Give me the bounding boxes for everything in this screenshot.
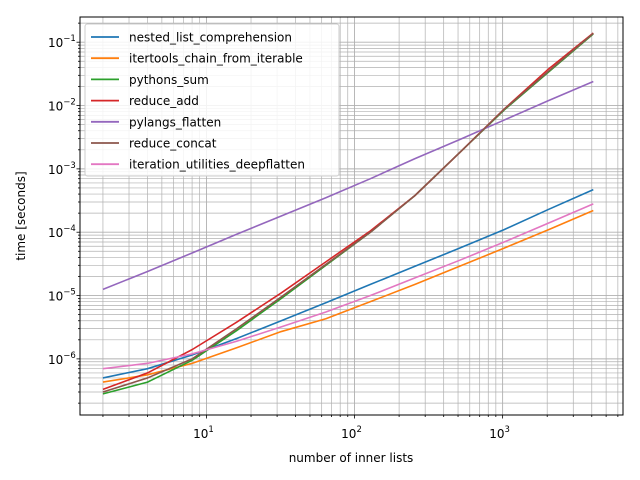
legend-label-reduce_add: reduce_add bbox=[129, 94, 199, 108]
legend-label-pythons_sum: pythons_sum bbox=[129, 73, 209, 87]
series-line-itertools_chain_from_iterable bbox=[102, 209, 594, 383]
legend-label-iteration_utilities_deepflatten: iteration_utilities_deepflatten bbox=[129, 158, 305, 172]
legend-label-itertools_chain_from_iterable: itertools_chain_from_iterable bbox=[129, 52, 303, 66]
series-line-nested_list_comprehension bbox=[102, 188, 594, 379]
x-axis-label: number of inner lists bbox=[289, 451, 414, 465]
series-line-pylangs_flatten bbox=[102, 80, 594, 291]
legend-label-nested_list_comprehension: nested_list_comprehension bbox=[129, 31, 292, 45]
series-line-iteration_utilities_deepflatten bbox=[102, 203, 594, 370]
legend-label-pylangs_flatten: pylangs_flatten bbox=[129, 115, 221, 129]
y-axis-label: time [seconds] bbox=[14, 171, 28, 260]
legend: nested_list_comprehension itertools_chain… bbox=[84, 23, 340, 177]
plot-lines bbox=[102, 32, 594, 395]
legend-box bbox=[84, 23, 340, 177]
series-line-reduce_concat bbox=[102, 32, 594, 393]
plot-area-frame bbox=[79, 16, 624, 416]
legend-label-reduce_concat: reduce_concat bbox=[129, 137, 217, 151]
